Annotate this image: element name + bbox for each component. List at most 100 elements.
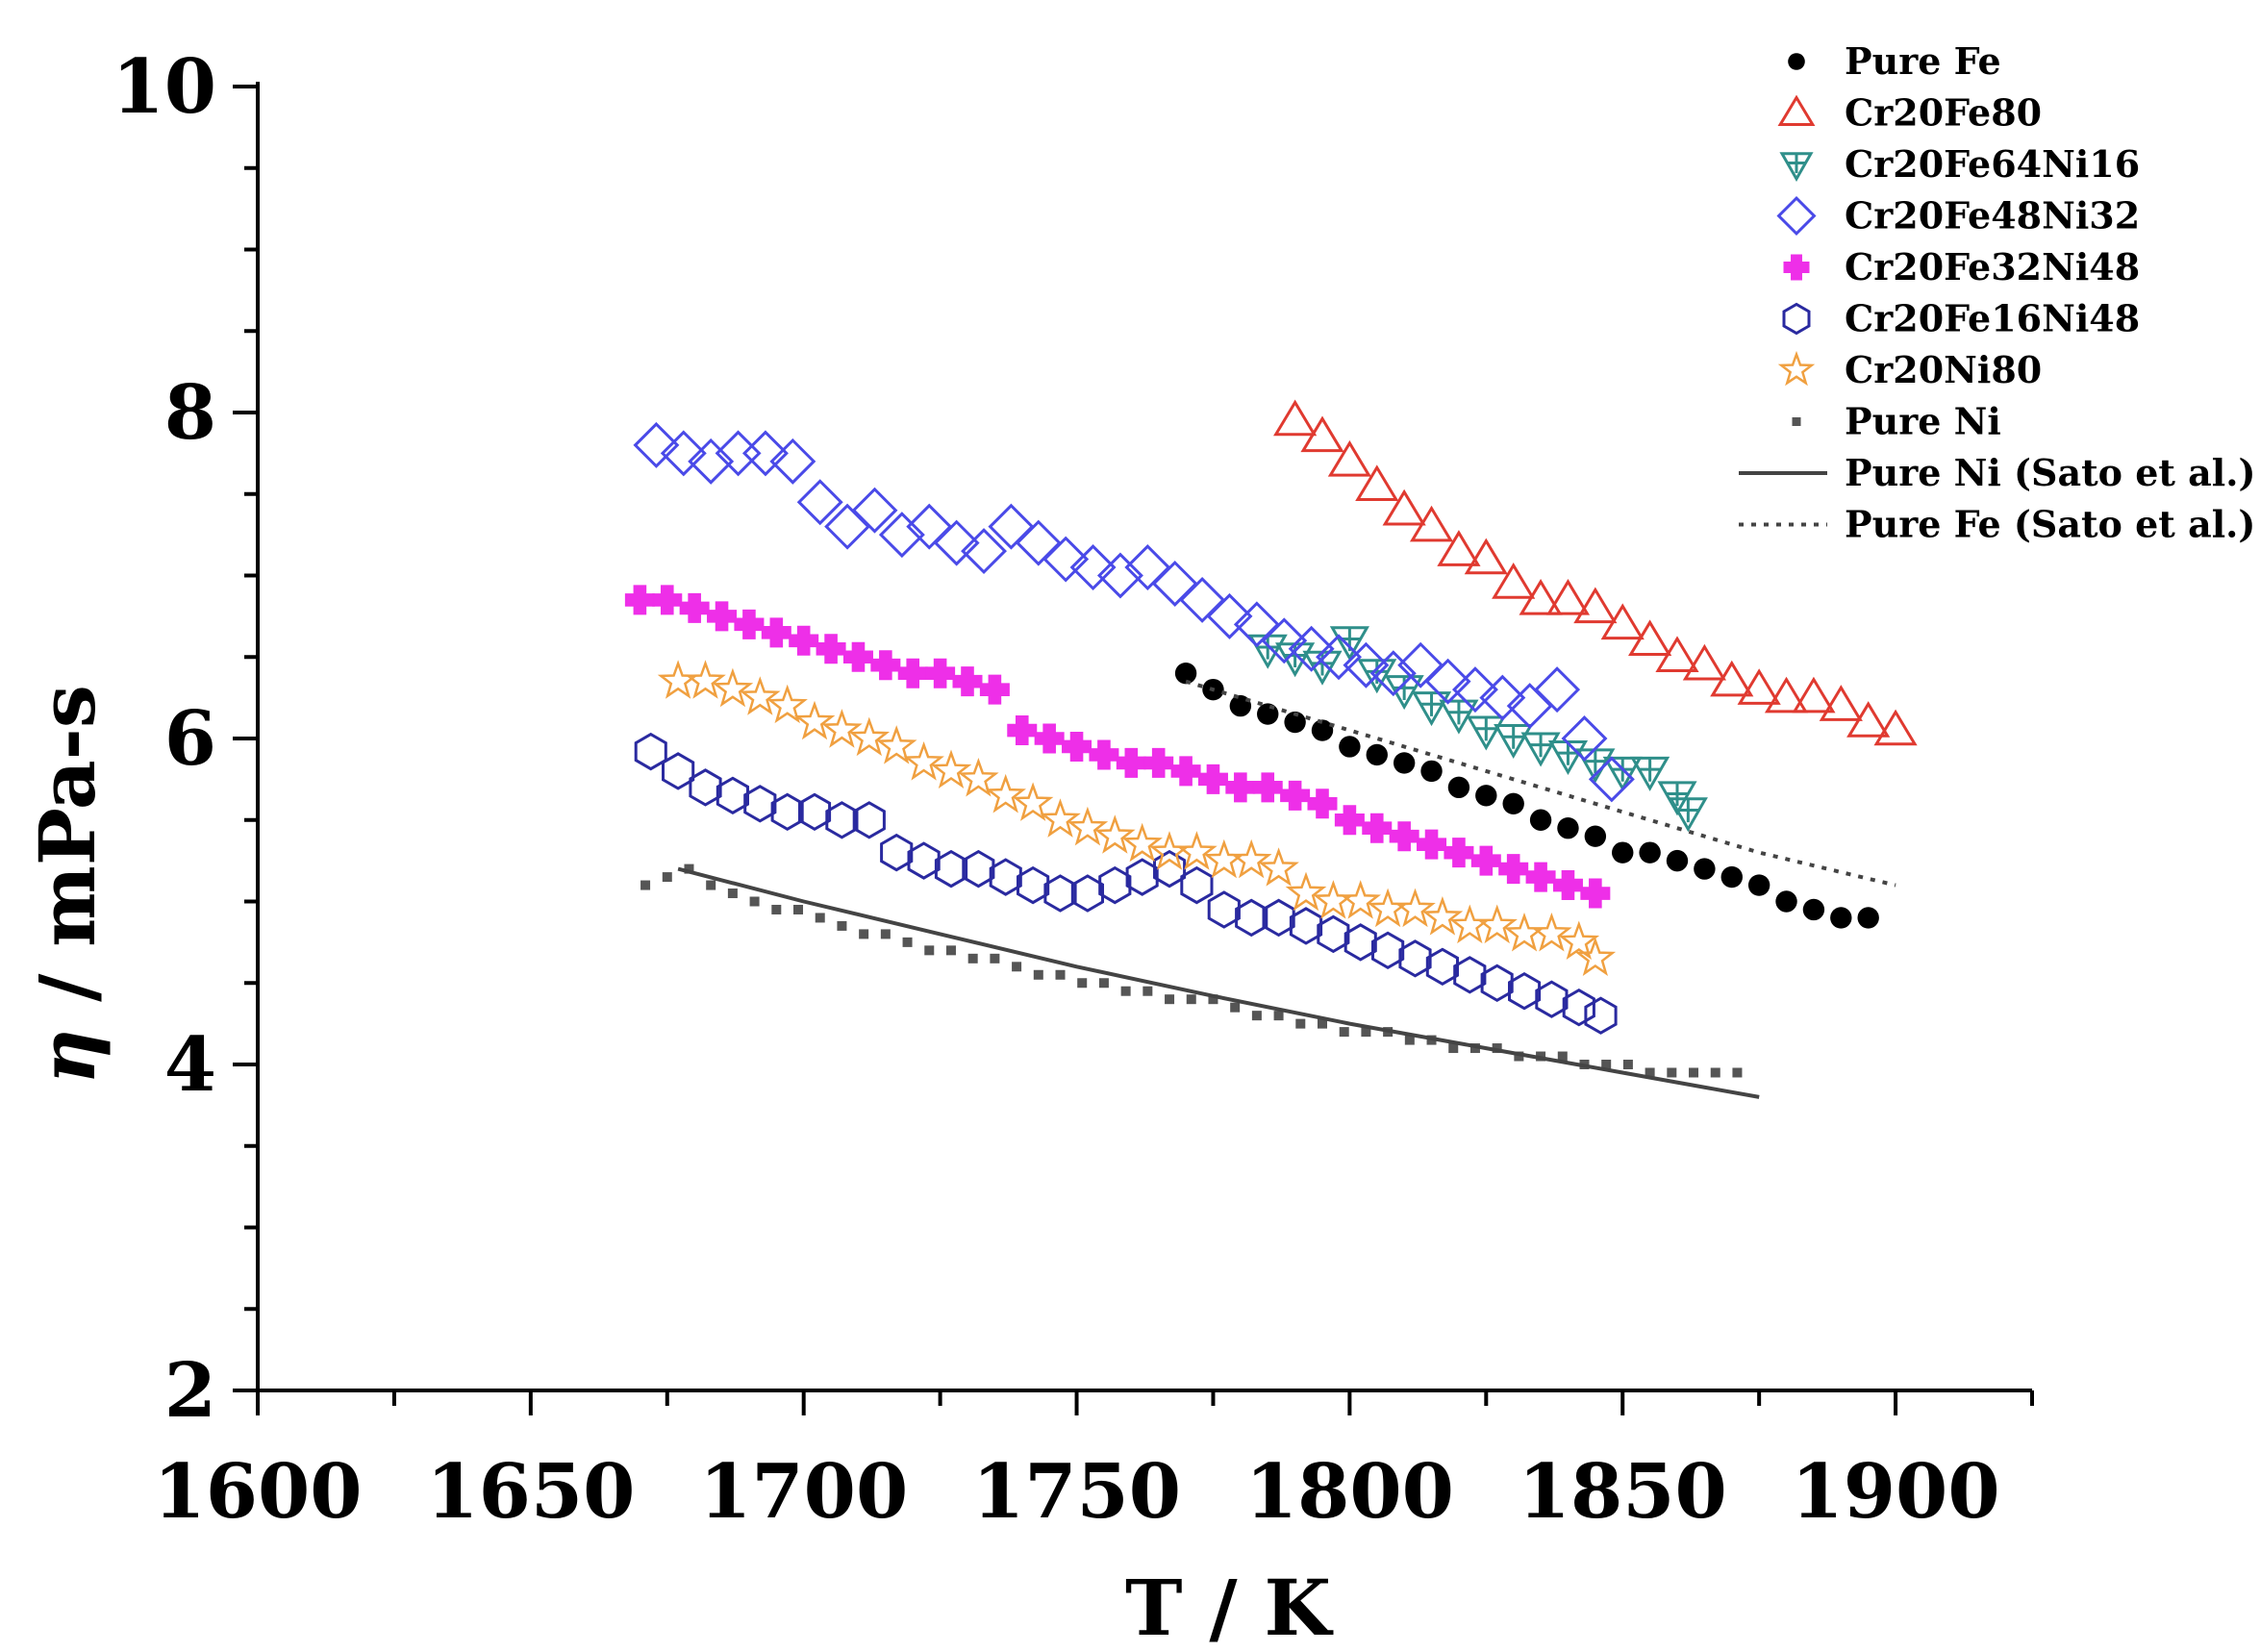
data-point-pure-fe — [1529, 809, 1552, 831]
data-point-cr20fe16ni48 — [825, 801, 859, 839]
series-cr20fe16ni48 — [634, 732, 1618, 1035]
data-point-cr20ni80 — [1094, 814, 1136, 854]
data-point-cr20fe48ni32 — [1015, 519, 1062, 566]
data-point-cr20fe80 — [1792, 676, 1836, 713]
data-point-cr20fe32ni48 — [1362, 813, 1393, 843]
legend-item-cr20ni80: Cr20Ni80 — [1777, 348, 2042, 391]
series-line-pure-ni-sato-et-al — [677, 866, 1760, 1099]
legend-swatch-pure-fe — [1788, 53, 1805, 70]
data-point-pure-ni — [1667, 1067, 1677, 1078]
data-point-cr20fe64ni16-cross — [1448, 701, 1469, 725]
data-point-cr20ni80 — [685, 660, 726, 699]
data-point-cr20fe32ni48 — [789, 625, 819, 656]
data-point-cr20fe64ni16-cross — [1677, 798, 1699, 823]
data-point-cr20fe32ni48 — [1089, 739, 1119, 770]
y-tick-label: 4 — [164, 1021, 216, 1109]
legend-item-pure-fe: Pure Fe — [1788, 39, 2001, 83]
legend-item-pure-fe-sato-et-al: Pure Fe (Sato et al.) — [1739, 503, 2255, 546]
data-point-pure-ni — [837, 920, 847, 931]
legend-label-cr20fe48ni32: Cr20Fe48Ni32 — [1845, 194, 2140, 238]
data-point-cr20fe48ni32 — [1233, 601, 1280, 648]
data-point-cr20fe16ni48 — [989, 858, 1022, 896]
data-point-cr20ni80 — [1574, 937, 1617, 977]
data-point-cr20fe16ni48 — [1508, 971, 1542, 1011]
data-point-cr20fe80 — [1764, 676, 1809, 713]
x-tick-label: 1700 — [699, 1448, 908, 1536]
data-point-cr20fe64ni16 — [1520, 732, 1561, 767]
data-point-cr20fe32ni48 — [816, 634, 846, 664]
data-point-cr20fe64ni16-cross — [1394, 676, 1415, 700]
data-point-cr20fe16ni48 — [662, 752, 695, 790]
data-point-cr20fe80 — [1819, 685, 1863, 721]
data-point-pure-ni — [967, 953, 978, 964]
data-point-cr20fe64ni16 — [1466, 715, 1506, 751]
data-point-cr20ni80 — [1531, 913, 1572, 952]
data-point-cr20fe80 — [1545, 579, 1591, 615]
data-point-pure-fe — [1584, 825, 1607, 847]
data-point-pure-fe — [1257, 703, 1279, 725]
data-point-cr20fe32ni48 — [1116, 747, 1146, 778]
data-point-cr20fe32ni48 — [1225, 772, 1256, 803]
x-tick-label: 1850 — [1519, 1448, 1727, 1536]
data-point-pure-ni — [902, 937, 913, 947]
data-point-pure-ni — [749, 896, 760, 907]
legend-swatch-cr20fe64ni16 — [1779, 152, 1814, 183]
data-point-cr20fe48ni32 — [1069, 544, 1117, 590]
data-point-cr20fe16ni48 — [1262, 898, 1295, 938]
data-point-cr20fe80 — [1846, 701, 1891, 738]
data-point-pure-ni — [815, 913, 825, 923]
legend-swatch-cr20fe80 — [1777, 94, 1816, 126]
data-point-pure-fe — [1339, 736, 1361, 758]
y-tick-label: 2 — [164, 1347, 216, 1435]
data-point-cr20fe80 — [1519, 579, 1563, 615]
data-point-cr20fe16ni48 — [770, 792, 804, 832]
data-point-cr20fe80 — [1600, 603, 1645, 640]
data-point-cr20fe80 — [1655, 636, 1699, 672]
series-cr20fe80 — [1273, 399, 1918, 746]
data-point-pure-ni — [880, 929, 891, 939]
data-point-pure-ni — [1732, 1067, 1743, 1078]
data-point-cr20fe64ni16-cross — [1420, 692, 1443, 716]
data-point-cr20fe80 — [1382, 488, 1426, 526]
data-point-cr20fe48ni32 — [796, 479, 843, 526]
legend-item-cr20fe16ni48: Cr20Fe16Ni48 — [1782, 297, 2140, 340]
data-point-cr20fe16ni48 — [1398, 939, 1432, 978]
data-point-pure-ni — [1622, 1060, 1633, 1069]
data-point-cr20ni80 — [1285, 871, 1327, 912]
data-point-pure-fe — [1284, 711, 1306, 734]
data-point-pure-fe — [1639, 841, 1661, 864]
data-point-pure-fe — [1420, 760, 1443, 783]
data-point-cr20ni80 — [848, 716, 891, 757]
data-point-cr20fe32ni48 — [979, 674, 1010, 705]
data-point-cr20ni80 — [657, 660, 699, 699]
legend-label-cr20ni80: Cr20Ni80 — [1845, 348, 2042, 391]
data-point-pure-ni — [1165, 994, 1175, 1005]
legend-label-pure-fe: Pure Fe — [1845, 39, 2001, 83]
data-point-cr20fe64ni16-cross — [1502, 725, 1524, 749]
data-point-pure-ni — [1012, 962, 1022, 972]
data-point-cr20fe64ni16-cross — [1585, 749, 1606, 774]
data-point-pure-fe — [1366, 743, 1388, 766]
data-point-cr20fe64ni16-cross — [1639, 758, 1661, 782]
data-point-cr20fe32ni48 — [842, 641, 873, 672]
data-point-pure-ni — [640, 880, 651, 890]
data-point-cr20ni80 — [1121, 822, 1163, 863]
data-point-pure-ni — [727, 889, 738, 899]
data-point-pure-fe — [1475, 785, 1497, 807]
data-point-cr20fe32ni48 — [1007, 715, 1038, 746]
data-point-cr20fe32ni48 — [1170, 756, 1201, 787]
y-tick-label: 6 — [164, 695, 216, 783]
y-tick-label: 10 — [112, 43, 216, 131]
data-point-cr20fe16ni48 — [1425, 947, 1459, 987]
data-point-cr20fe16ni48 — [798, 792, 832, 832]
data-point-pure-ni — [945, 945, 956, 956]
data-point-cr20fe32ni48 — [1389, 821, 1419, 852]
legend-label-cr20fe64ni16: Cr20Fe64Ni16 — [1845, 142, 2140, 186]
data-point-cr20fe48ni32 — [1261, 617, 1308, 664]
data-point-cr20fe48ni32 — [1124, 544, 1171, 590]
data-point-pure-ni — [1492, 1043, 1502, 1054]
data-point-pure-ni — [1514, 1051, 1524, 1062]
legend-label-pure-ni: Pure Ni — [1845, 400, 2001, 443]
data-point-cr20fe16ni48 — [1235, 898, 1268, 938]
x-tick-label: 1900 — [1792, 1448, 2000, 1536]
